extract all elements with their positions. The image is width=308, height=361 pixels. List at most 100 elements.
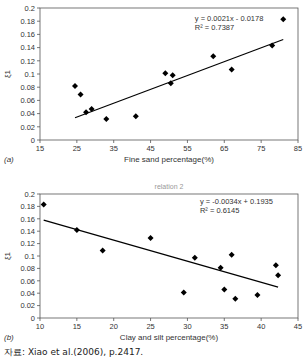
y-tick [37, 21, 40, 22]
point [280, 16, 286, 22]
x-tick [187, 140, 188, 143]
y-tick-label: 0.1 [25, 70, 35, 79]
panel: 00.020.040.060.080.10.120.140.160.180.21… [3, 183, 302, 342]
y-tick-label: 0.14 [20, 43, 35, 52]
x-tick [261, 140, 262, 143]
source-caption: 자료: Xiao et al.(2006), p.2417. [4, 347, 143, 357]
y-tick-label: 0.1 [25, 252, 35, 261]
x-tick [187, 318, 188, 321]
point [100, 247, 106, 253]
x-tick [298, 140, 299, 143]
y-tick-label: 0.12 [20, 239, 35, 248]
y-tick-label: 0.06 [20, 277, 35, 286]
y-tick-label: 0 [31, 314, 35, 323]
point [229, 66, 235, 72]
chart-title: relation 2 [155, 183, 184, 190]
point [232, 296, 238, 302]
y-axis-label: ξ1 [3, 251, 12, 260]
x-axis-label: Clay and silt percentage(%) [120, 333, 219, 342]
x-tick-label: 85 [294, 144, 302, 153]
x-tick-label: 45 [146, 144, 154, 153]
x-axis-label: Fine sand percentage(%) [124, 155, 214, 164]
x-tick [76, 140, 77, 143]
x-tick [40, 140, 41, 143]
y-tick [37, 280, 40, 281]
point [181, 290, 187, 296]
point [254, 292, 260, 298]
r-squared: R² = 0.6145 [200, 206, 239, 215]
equation: y = -0.0034x + 0.1935 [200, 197, 273, 206]
data-group [72, 16, 286, 122]
y-tick [37, 218, 40, 219]
point [269, 43, 275, 49]
panel: 00.020.040.060.080.10.120.140.160.180.21… [3, 4, 302, 164]
panel-label: (b) [4, 333, 14, 342]
x-tick [113, 318, 114, 321]
x-tick-label: 75 [257, 144, 265, 153]
plot-frame [40, 194, 298, 318]
x-tick [76, 318, 77, 321]
y-tick-label: 0.04 [20, 289, 35, 298]
trend-line [75, 39, 283, 117]
x-tick-label: 45 [294, 322, 302, 331]
x-tick [261, 318, 262, 321]
point [74, 227, 80, 233]
x-tick-label: 30 [183, 322, 191, 331]
x-tick-label: 25 [146, 322, 154, 331]
point [168, 80, 174, 86]
equation: y = 0.0021x - 0.0178 [195, 14, 264, 23]
plot-frame [40, 8, 298, 140]
y-tick [37, 305, 40, 306]
x-tick-label: 20 [110, 322, 118, 331]
y-tick-label: 0.16 [20, 215, 35, 224]
y-tick-label: 0.16 [20, 30, 35, 39]
y-tick-label: 0.2 [25, 190, 35, 199]
x-tick [150, 140, 151, 143]
point [89, 106, 95, 112]
point [273, 262, 279, 268]
y-tick [37, 231, 40, 232]
y-tick-label: 0.02 [20, 123, 35, 132]
point [133, 113, 139, 119]
y-tick [37, 60, 40, 61]
y-tick [37, 126, 40, 127]
x-tick [113, 140, 114, 143]
point [41, 202, 47, 208]
point [221, 286, 227, 292]
x-tick [224, 318, 225, 321]
y-tick [37, 293, 40, 294]
point [210, 53, 216, 59]
point [275, 272, 281, 278]
x-tick-label: 65 [220, 144, 228, 153]
y-tick-label: 0.12 [20, 57, 35, 66]
y-tick-label: 0.18 [20, 202, 35, 211]
x-tick [224, 140, 225, 143]
y-tick-label: 0.18 [20, 17, 35, 26]
point [78, 91, 84, 97]
y-tick-label: 0.14 [20, 227, 35, 236]
y-tick [37, 87, 40, 88]
figure: 0 0.02 0.04 0.06 0.08 0.1 0.12 0.14 0.16 0.18 0.2 1… [0, 0, 308, 361]
x-tick-label: 25 [73, 144, 81, 153]
point [148, 235, 154, 241]
y-tick [37, 8, 40, 9]
x-tick [150, 318, 151, 321]
x-tick-label: 15 [36, 144, 44, 153]
y-tick [37, 34, 40, 35]
x-tick [298, 318, 299, 321]
x-tick-label: 40 [257, 322, 265, 331]
y-axis-label: ξ1 [3, 69, 12, 78]
x-tick-label: 35 [220, 322, 228, 331]
y-tick [37, 318, 40, 319]
y-tick-label: 0.06 [20, 96, 35, 105]
y-tick-label: 0.02 [20, 301, 35, 310]
trend-line [44, 220, 278, 287]
panel-label: (a) [4, 155, 14, 164]
y-tick-label: 0.2 [25, 4, 35, 13]
y-tick [37, 194, 40, 195]
y-tick [37, 243, 40, 244]
y-tick [37, 140, 40, 141]
r-squared: R² = 0.7387 [195, 23, 234, 32]
y-tick-label: 0.08 [20, 83, 35, 92]
y-tick [37, 47, 40, 48]
